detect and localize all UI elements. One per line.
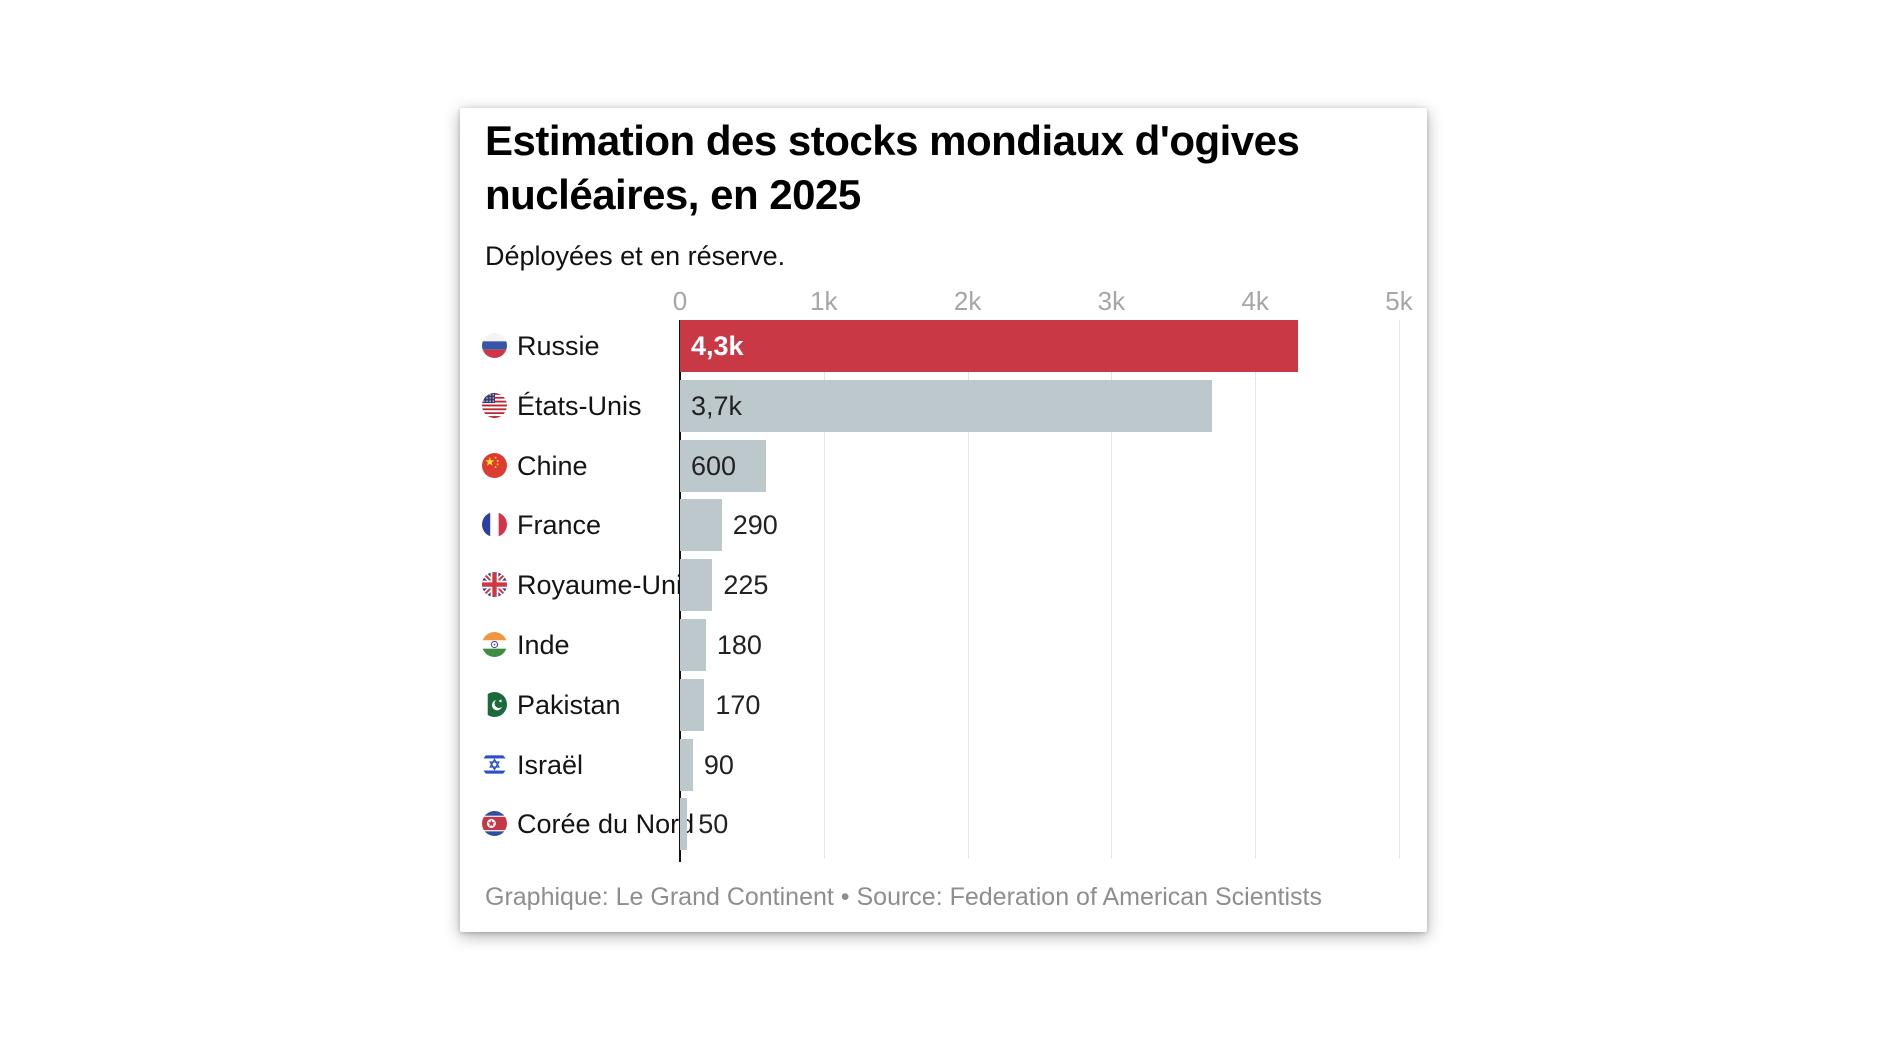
flag-russia-icon xyxy=(482,333,507,358)
chart-row-france: France 290 xyxy=(460,499,1427,552)
country-label-china: Chine xyxy=(517,450,588,481)
chart-row-north-korea: Corée du Nord 50 xyxy=(460,798,1427,851)
gridline-2k xyxy=(967,320,969,858)
country-label-united-states: États-Unis xyxy=(517,390,642,421)
country-label-united-kingdom: Royaume-Uni xyxy=(517,570,683,601)
x-axis-tick-3k: 3k xyxy=(1097,286,1126,316)
bar-india xyxy=(680,618,706,671)
gridline-4k xyxy=(1255,320,1257,858)
chart-row-israel: Israël 90 xyxy=(460,738,1427,791)
x-axis-tick-0: 0 xyxy=(672,286,688,316)
value-label-india: 180 xyxy=(716,629,762,660)
bar-israel xyxy=(680,738,693,791)
gridline-1k xyxy=(823,320,825,858)
bar-north-korea xyxy=(680,798,688,851)
chart-title: Estimation des stocks mondiaux d'ogives … xyxy=(485,114,1385,222)
value-label-pakistan: 170 xyxy=(715,689,761,720)
x-axis-tick-1k: 1k xyxy=(810,286,838,316)
value-label-russia: 4,3k xyxy=(691,331,744,361)
value-label-united-kingdom: 225 xyxy=(723,570,769,601)
country-label-france: France xyxy=(517,510,602,541)
chart-row-united-kingdom: Royaume-Uni 225 xyxy=(460,559,1427,612)
x-axis-tick-2k: 2k xyxy=(953,286,982,316)
country-label-israel: Israël xyxy=(517,749,584,780)
bar-france xyxy=(680,499,722,552)
chart-row-pakistan: Pakistan 170 xyxy=(460,678,1427,731)
country-label-russia: Russie xyxy=(517,331,600,361)
chart-title-line-1: Estimation des stocks mondiaux d'ogives xyxy=(485,117,1300,164)
value-label-united-states: 3,7k xyxy=(691,390,743,421)
bar-united-kingdom xyxy=(680,559,713,612)
country-label-north-korea: Corée du Nord xyxy=(517,809,695,840)
flag-india-icon xyxy=(482,631,507,657)
chart-row-united-states: États-Unis 3,7k xyxy=(460,379,1427,432)
value-label-china: 600 xyxy=(691,450,737,481)
bar-pakistan xyxy=(680,678,705,731)
gridline-3k xyxy=(1111,320,1113,858)
flag-united-kingdom-icon xyxy=(482,572,507,598)
bar-united-states xyxy=(680,379,1213,432)
bar-russia xyxy=(680,320,1299,372)
flag-israel-icon xyxy=(482,751,507,777)
chart-row-china: Chine 600 xyxy=(460,439,1427,492)
chart-source-footer: Graphique: Le Grand Continent • Source: … xyxy=(485,883,1322,911)
flag-north-korea-icon xyxy=(482,811,507,837)
country-label-pakistan: Pakistan xyxy=(517,689,621,720)
x-axis-tick-4k: 4k xyxy=(1241,286,1269,316)
flag-china-icon xyxy=(482,452,507,478)
value-label-israel: 90 xyxy=(703,749,734,780)
value-label-france: 290 xyxy=(732,510,778,541)
chart-title-line-2: nucléaires, en 2025 xyxy=(485,171,861,218)
bar-china xyxy=(680,439,767,492)
flag-france-icon xyxy=(482,512,507,538)
country-label-india: Inde xyxy=(517,629,570,660)
flag-united-states-icon xyxy=(482,392,507,418)
chart-card: Estimation des stocks mondiaux d'ogives … xyxy=(460,108,1427,932)
value-label-north-korea: 50 xyxy=(698,809,729,840)
chart-subtitle: Déployées et en réserve. xyxy=(485,241,786,271)
chart-row-russia: Russie 4,3k xyxy=(460,320,1427,372)
flag-pakistan-icon xyxy=(482,691,507,717)
x-axis-tick-5k: 5k xyxy=(1385,286,1413,316)
gridline-5k xyxy=(1399,320,1400,858)
chart-row-india: Inde 180 xyxy=(460,618,1427,671)
